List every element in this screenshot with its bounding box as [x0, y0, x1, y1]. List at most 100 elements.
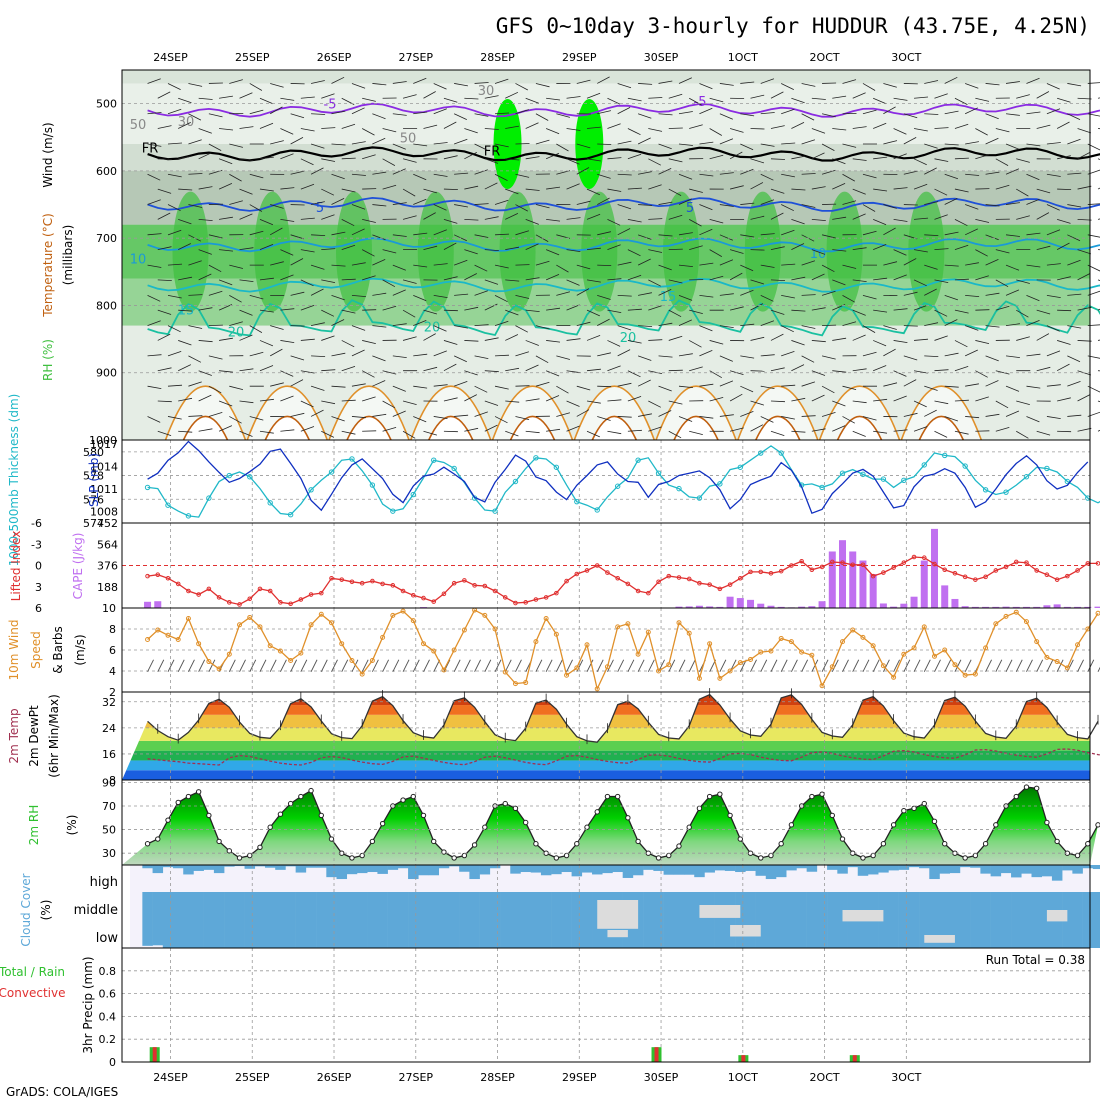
wind-barb: [464, 340, 479, 342]
rh-marker: [420, 812, 427, 819]
wind-barb: [627, 429, 642, 432]
thickness-marker: [144, 484, 151, 491]
wind-barb: [821, 385, 835, 394]
cloud-high-bar: [990, 865, 1002, 877]
thickness-marker: [614, 483, 621, 489]
wind-barb: [341, 430, 356, 435]
wind-barb: [995, 427, 1010, 432]
wind-barb: [586, 213, 601, 220]
lifted-index-marker: [891, 565, 896, 570]
rh-marker: [563, 852, 570, 859]
wind-barb: [760, 320, 775, 327]
wind-barb: [494, 173, 508, 181]
wind-speed-marker: [625, 621, 631, 627]
lifted-index-marker: [809, 567, 815, 573]
wind-barb: [361, 249, 375, 257]
wind-barb: [249, 83, 263, 91]
wind-barb: [1026, 111, 1041, 115]
wind-barb: [1067, 293, 1082, 296]
wind-barb: [668, 248, 683, 251]
wind-barb: [944, 76, 958, 84]
wind-barb: [801, 83, 816, 87]
cloud-middle-bar: [285, 892, 296, 921]
wind-barb: [249, 204, 263, 212]
wind-barb: [198, 394, 212, 402]
wind-barb: [505, 279, 520, 282]
wind-barb: [842, 295, 855, 303]
wind-barb: [944, 231, 959, 236]
wind-speed-marker: [196, 641, 202, 647]
cloud-high-bar: [837, 865, 848, 874]
cape-bar: [716, 606, 724, 608]
lifted-index-marker: [421, 595, 426, 601]
cloud-middle-bar: [530, 892, 542, 921]
wind-barb: [249, 351, 264, 357]
wind-barb: [638, 325, 653, 327]
rh-marker: [185, 793, 192, 800]
wind-speed-marker: [972, 671, 978, 677]
wind-barb: [474, 169, 488, 175]
cloud-middle-bar: [438, 892, 450, 921]
cloud-high-bar: [775, 865, 787, 878]
wind-barb: [729, 427, 744, 432]
cloud-low-bar: [581, 921, 593, 948]
thickness-marker: [819, 484, 825, 491]
wind-barb: [1005, 202, 1020, 205]
thickness-marker: [492, 508, 498, 514]
wind-barb: [351, 173, 366, 176]
wind-barb: [229, 79, 243, 84]
lifted-index-marker: [155, 572, 161, 578]
thickness-marker: [287, 512, 294, 518]
wind-barb: [484, 95, 499, 99]
diurnal-hot-core: [428, 415, 474, 441]
wind-barb: [147, 112, 162, 115]
surface-wind-barb: [821, 659, 829, 672]
temp-stripes: [122, 694, 1090, 780]
surface-wind-barb: [361, 659, 369, 672]
wind-barb: [229, 321, 243, 327]
cloud-middle-bar: [919, 892, 930, 921]
wind-barb: [310, 80, 325, 84]
wind-barb: [627, 274, 642, 281]
slp-tick: 1008: [90, 506, 118, 519]
lifted-index-marker: [451, 580, 457, 586]
surface-wind-barb: [300, 659, 308, 672]
cloud-high-bar: [786, 865, 797, 871]
wind-barb: [494, 78, 509, 84]
wind-barb: [198, 128, 212, 134]
wind-barb: [1005, 113, 1020, 116]
wind-barb: [985, 83, 1000, 86]
surface-wind-barb: [934, 659, 941, 672]
surface-wind-barb: [239, 659, 246, 672]
wind-barb: [178, 188, 193, 191]
wind-barb: [637, 137, 651, 145]
wind-barb: [586, 279, 601, 283]
wind-barb: [351, 228, 365, 236]
wind-barb: [597, 294, 611, 300]
thickness-tick: 576: [83, 493, 104, 506]
wind-barb: [699, 107, 713, 115]
wind-barb: [832, 425, 846, 432]
wind-barb: [402, 94, 417, 99]
wind-barb: [770, 246, 785, 251]
wind-barb: [167, 204, 181, 212]
wind-speed-marker: [329, 620, 335, 626]
wind-barb: [1005, 323, 1020, 327]
wind-barb: [453, 355, 467, 363]
wind-barb: [1046, 142, 1061, 145]
wind-barb: [219, 249, 234, 252]
wind-barb: [576, 200, 591, 205]
wind-barb: [310, 288, 324, 296]
wind-barb: [300, 96, 315, 99]
cloud-middle-bar: [775, 892, 787, 921]
rh-marker: [1033, 785, 1040, 791]
wind-barb: [637, 379, 651, 387]
wind-barb: [719, 380, 734, 387]
cloud-middle-bar: [857, 892, 869, 921]
wind-barb: [157, 367, 172, 372]
wind-barb: [453, 234, 467, 242]
wind-barb: [586, 400, 601, 404]
bottom-day-label: 1OCT: [728, 1071, 758, 1084]
rh-marker: [1023, 784, 1030, 790]
cloud-middle-bar: [275, 892, 286, 921]
